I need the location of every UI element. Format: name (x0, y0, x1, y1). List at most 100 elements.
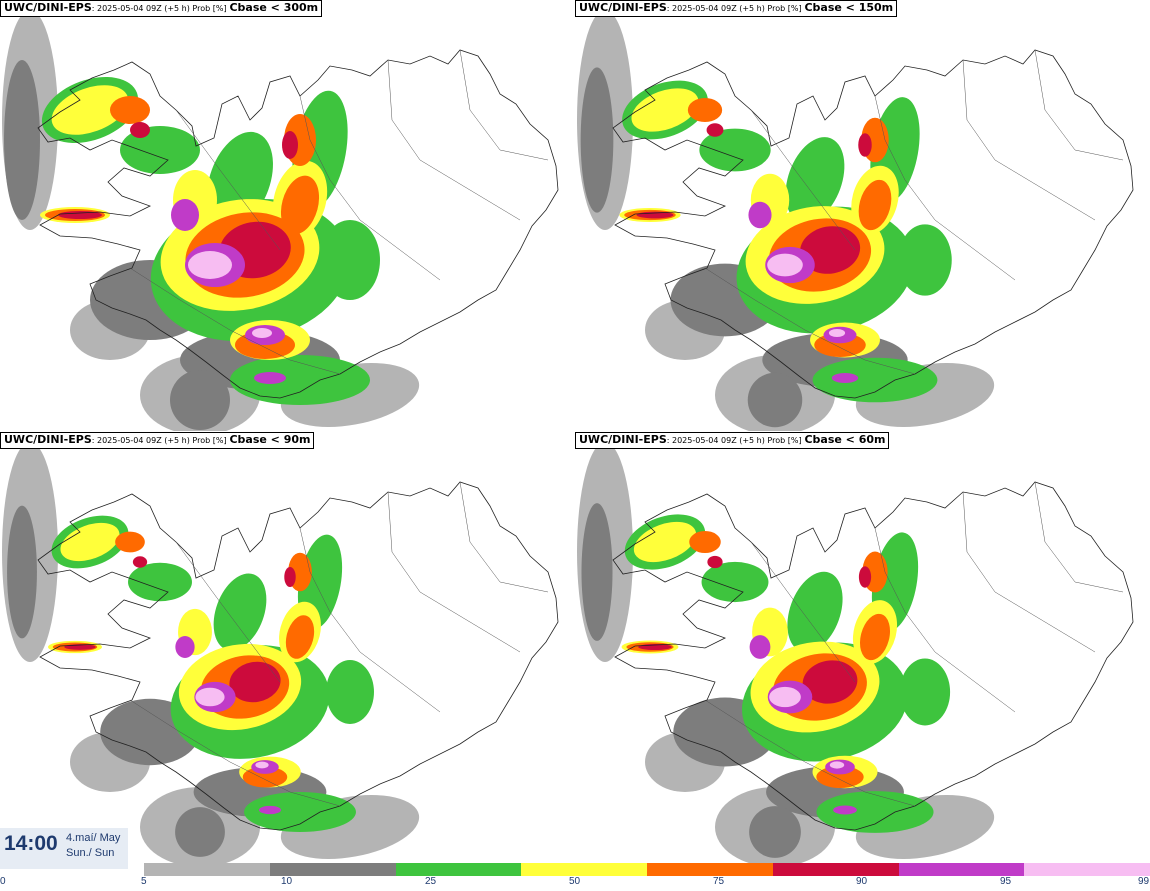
probability-area (115, 531, 145, 553)
probability-area (326, 660, 374, 724)
probability-area (802, 660, 858, 704)
map-panel-cbase-150m: UWC/DINI-EPS: 2025-05-04 09Z (+5 h) Prob… (575, 0, 1150, 431)
region-border (750, 109, 856, 251)
probability-area (230, 355, 370, 405)
probability-area (828, 328, 846, 338)
probability-area (707, 555, 723, 569)
colorbar-segment (647, 863, 773, 876)
probability-colorbar (144, 863, 1150, 876)
panel-title: UWC/DINI-EPS: 2025-05-04 09Z (+5 h) Prob… (0, 0, 323, 17)
probability-area (858, 179, 892, 231)
probability-area (175, 807, 225, 857)
region-border (129, 699, 341, 807)
probability-area (60, 522, 120, 562)
probability-area (244, 792, 356, 832)
region-border (459, 481, 549, 593)
colorbar-segment (772, 863, 899, 876)
region-border (387, 491, 521, 653)
probability-area (284, 566, 296, 588)
probability-area (175, 635, 195, 659)
probability-area (687, 97, 723, 123)
probability-area (254, 372, 286, 384)
probability-area (188, 251, 232, 279)
colorbar-tick-label: 75 (713, 876, 725, 887)
probability-area (252, 328, 272, 338)
probability-fields (577, 10, 995, 431)
region-border (299, 527, 441, 713)
region-border (962, 491, 1096, 653)
probability-fields (577, 442, 995, 863)
panel-title: UWC/DINI-EPS: 2025-05-04 09Z (+5 h) Prob… (575, 0, 898, 17)
region-border (387, 59, 521, 221)
probability-area (699, 128, 771, 172)
probability-area (7, 505, 37, 639)
region-border (175, 541, 281, 683)
colorbar-tick-label: 5 (141, 876, 147, 887)
probability-area (858, 133, 872, 157)
probability-area (833, 805, 857, 815)
probability-area (767, 253, 803, 277)
colorbar-tick-label: 25 (425, 876, 437, 887)
colorbar-tick-label: 10 (281, 876, 293, 887)
colorbar-segment (269, 863, 396, 876)
region-border (704, 267, 916, 375)
map-panel-cbase-60m: UWC/DINI-EPS: 2025-05-04 09Z (+5 h) Prob… (575, 432, 1150, 863)
probability-area (816, 791, 934, 833)
probability-area (242, 766, 288, 788)
colorbar-segment (521, 863, 647, 876)
colorbar-segment (898, 863, 1025, 876)
valid-time: 14:00 (4, 832, 58, 855)
probability-area (229, 661, 281, 703)
colorbar-tick-label: 50 (569, 876, 581, 887)
probability-area (132, 556, 148, 568)
probability-area (170, 370, 230, 430)
colorbar-tick-label: 0 (0, 876, 6, 887)
valid-time-box: 14:00 4.maí/ May Sun./ Sun (0, 828, 128, 869)
probability-area (899, 658, 951, 726)
probability-map (577, 10, 1134, 431)
valid-weekday: Sun./ Sun (66, 847, 115, 859)
probability-area (4, 60, 40, 220)
region-border (704, 699, 916, 807)
probability-map (577, 442, 1134, 863)
probability-map (2, 10, 559, 431)
probability-area (631, 88, 699, 132)
colorbar-tick-label: 99 (1138, 876, 1150, 887)
region-border (1034, 49, 1124, 161)
probability-area (799, 226, 861, 274)
probability-area (689, 530, 721, 554)
colorbar-tick-label: 90 (856, 876, 868, 887)
probability-area (195, 687, 225, 707)
probability-area (701, 561, 769, 603)
probability-fields (2, 10, 420, 431)
colorbar-segment (144, 863, 270, 876)
panel-title: UWC/DINI-EPS: 2025-05-04 09Z (+5 h) Prob… (575, 432, 890, 449)
colorbar-segment (1024, 863, 1150, 876)
region-border (299, 95, 441, 281)
region-border (1034, 481, 1124, 593)
colorbar-ticks: 0 5 10 25 50 75 90 95 99 (0, 876, 1150, 891)
probability-area (769, 686, 801, 708)
valid-date: 4.maí/ May (66, 832, 121, 844)
panel-title: UWC/DINI-EPS: 2025-05-04 09Z (+5 h) Prob… (0, 432, 315, 449)
probability-map (2, 442, 559, 863)
region-border (874, 95, 1016, 281)
probability-area (320, 220, 380, 300)
region-border (750, 541, 856, 683)
probability-area (858, 566, 872, 588)
probability-area (633, 521, 697, 563)
probability-area (51, 85, 129, 135)
probability-area (255, 761, 269, 769)
probability-area (812, 357, 938, 403)
probability-area (829, 761, 845, 769)
probability-area (749, 635, 771, 659)
probability-area (859, 613, 891, 661)
probability-area (128, 562, 192, 602)
probability-area (898, 224, 952, 296)
colorbar-segment (395, 863, 522, 876)
probability-area (747, 372, 803, 428)
probability-area (831, 373, 859, 383)
probability-area (706, 123, 724, 137)
probability-area (285, 615, 315, 659)
probability-area (282, 131, 298, 159)
